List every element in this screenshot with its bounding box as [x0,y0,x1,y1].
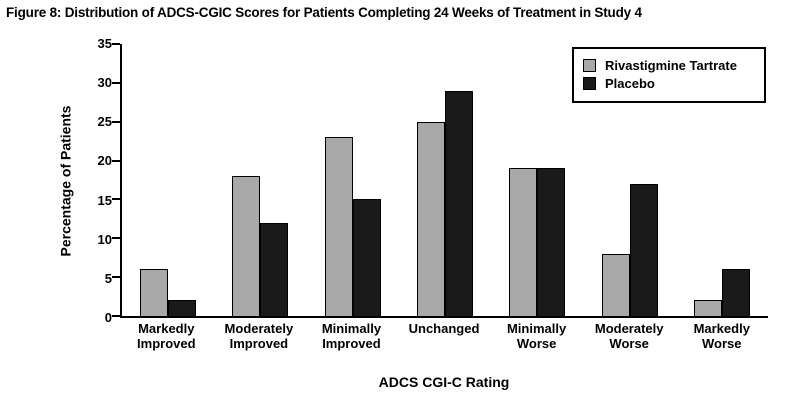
plot-area [112,43,768,318]
bar-placebo [629,183,658,316]
x-tick-label: Minimally Improved [321,321,382,351]
bar-rivastigmine [232,176,261,316]
y-tick-mark [112,276,120,279]
bar-group [583,44,675,316]
bar-placebo [260,222,289,316]
bar-group [307,44,399,316]
y-axis-tick-labels: 0 5 10 15 20 25 30 35 [80,36,112,325]
legend-item: Placebo [583,76,755,91]
y-tick-label: 10 [97,231,112,247]
bar-rivastigmine [509,168,538,316]
bar-group [491,44,583,316]
y-tick-mark [112,43,120,45]
x-tick-label: Moderately Worse [594,321,664,351]
y-tick-label: 15 [97,192,112,208]
bar-placebo [444,90,473,316]
bar-group [214,44,306,316]
bar-rivastigmine [693,300,722,316]
x-tick-label: Markedly Worse [693,321,750,351]
y-tick-label: 35 [97,36,112,51]
legend-label: Rivastigmine Tartrate [605,58,737,73]
bar-group [676,44,768,316]
bar-group [122,44,214,316]
legend-swatch [583,77,596,90]
x-tick-label: Unchanged [408,321,480,336]
y-tick-mark [112,315,120,317]
figure-title: Figure 8: Distribution of ADCS-CGIC Scor… [6,5,642,20]
y-axis-title-text: Percentage of Patients [57,105,73,257]
legend-items: Rivastigmine Tartrate Placebo [583,58,755,91]
y-tick-mark [112,81,120,84]
y-tick-mark [112,198,120,201]
x-tick-label: Markedly Improved [137,321,196,351]
bar-placebo [352,199,381,316]
y-axis-title: Percentage of Patients [54,44,76,318]
y-tick-label: 5 [104,270,112,286]
legend-swatch [583,59,596,72]
x-axis-tick-labels: Markedly Improved Moderately Improved Mini… [120,321,768,352]
bar-groups [122,44,768,316]
bar-placebo [537,168,566,316]
bar-placebo [168,300,197,316]
y-tick-mark [112,237,120,240]
y-tick-label: 0 [104,310,112,325]
x-tick-label: Moderately Improved [224,321,294,351]
y-tick-label: 25 [97,114,112,130]
legend-label: Placebo [605,76,655,91]
y-tick-label: 20 [97,153,112,169]
legend: Rivastigmine Tartrate Placebo [572,47,766,103]
bar-group [399,44,491,316]
y-tick-label: 30 [97,75,112,91]
y-tick-mark [112,120,120,123]
bar-rivastigmine [601,253,630,316]
y-tick-mark [112,159,120,162]
bar-placebo [721,269,750,316]
x-axis-title: ADCS CGI-C Rating [378,374,510,390]
bar-rivastigmine [324,137,353,316]
legend-item: Rivastigmine Tartrate [583,58,755,73]
bar-rivastigmine [140,269,169,316]
x-tick-label: Minimally Worse [506,321,567,351]
bar-rivastigmine [416,121,445,316]
